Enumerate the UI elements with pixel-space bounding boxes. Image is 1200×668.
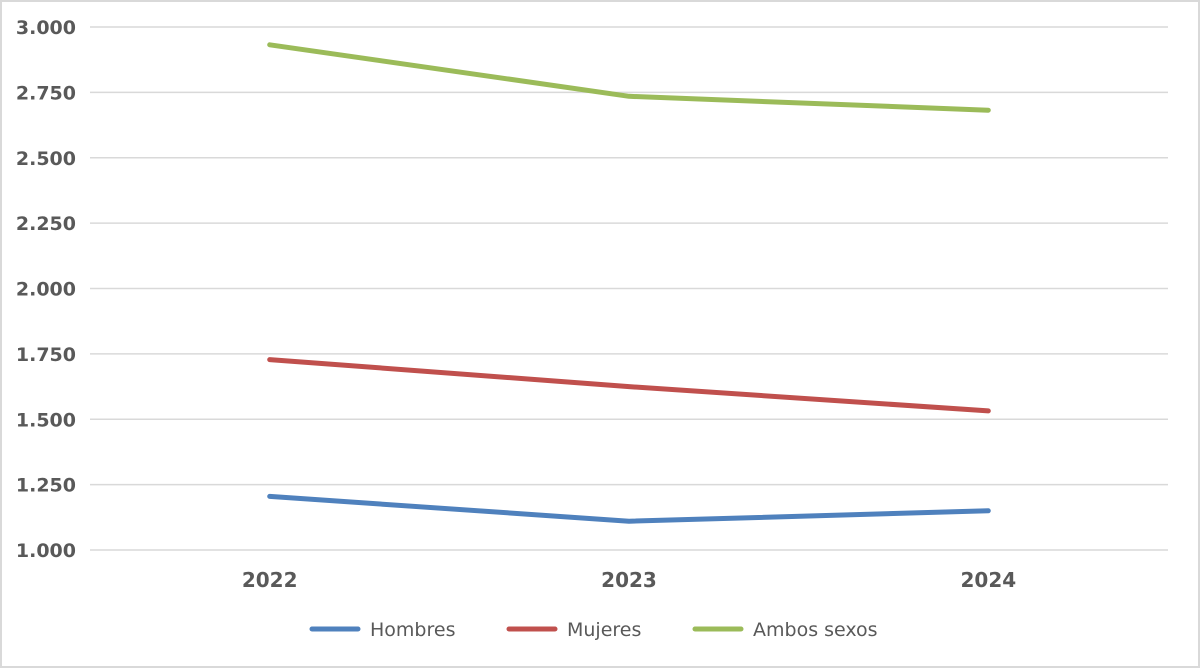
legend: Hombres Mujeres Ambos sexos (309, 619, 878, 641)
y-tick-label: 2.000 (16, 279, 76, 301)
legend-item-1: Mujeres (506, 619, 641, 641)
y-tick-label: 2.250 (16, 213, 76, 235)
x-tick-label: 2023 (601, 568, 657, 592)
series-line-1 (267, 357, 991, 414)
y-tick-label: 2.750 (16, 82, 76, 104)
y-tick-label: 3.000 (16, 17, 76, 39)
y-tick-label: 1.500 (16, 409, 76, 431)
x-tick-label: 2022 (242, 568, 298, 592)
x-tick-label: 2024 (960, 568, 1016, 592)
legend-label: Mujeres (567, 619, 641, 641)
x-axis: 2022 2023 2024 (242, 568, 1016, 592)
legend-item-2: Ambos sexos (692, 619, 878, 641)
y-axis: 1.000 1.250 1.500 1.750 2.000 2.250 2.500 2.750… (16, 17, 76, 562)
y-tick-label: 1.750 (16, 344, 76, 366)
y-tick-label: 1.000 (16, 540, 76, 562)
y-tick-label: 1.250 (16, 475, 76, 497)
legend-label: Hombres (370, 619, 455, 641)
legend-label: Ambos sexos (753, 619, 878, 641)
gridlines (90, 26, 1168, 551)
y-tick-label: 2.500 (16, 148, 76, 170)
series-line-0 (267, 493, 991, 524)
legend-item-0: Hombres (309, 619, 455, 641)
series-line-2 (267, 42, 991, 113)
series-lines (267, 42, 991, 524)
